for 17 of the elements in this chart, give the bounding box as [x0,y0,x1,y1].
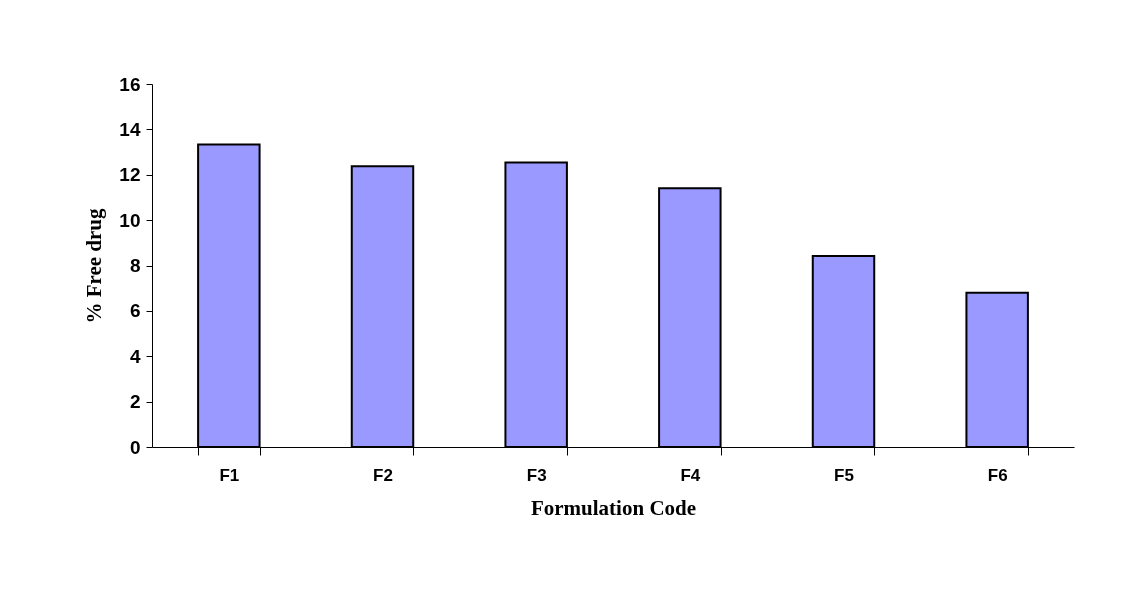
x-tick-label: F6 [987,465,1008,485]
y-tick-label: 2 [129,391,141,413]
y-axis-title: % Free drug [82,207,107,324]
y-tick-label: 6 [129,300,141,322]
x-tick-label: F4 [680,465,701,485]
x-tick-label: F2 [373,465,393,485]
y-tick-label: 4 [129,345,141,367]
y-tick-label: 8 [129,255,141,276]
x-tick-label: F1 [219,465,240,485]
y-tick-label: 16 [119,73,141,95]
x-tick-label: F5 [834,465,854,485]
x-tick-label: F3 [526,465,547,485]
y-tick-label: 10 [119,209,141,231]
y-tick-label: 12 [119,164,141,186]
y-tick-label: 14 [119,118,141,140]
x-axis-title: Formulation Code [530,495,697,520]
y-tick-label: 0 [129,436,141,458]
